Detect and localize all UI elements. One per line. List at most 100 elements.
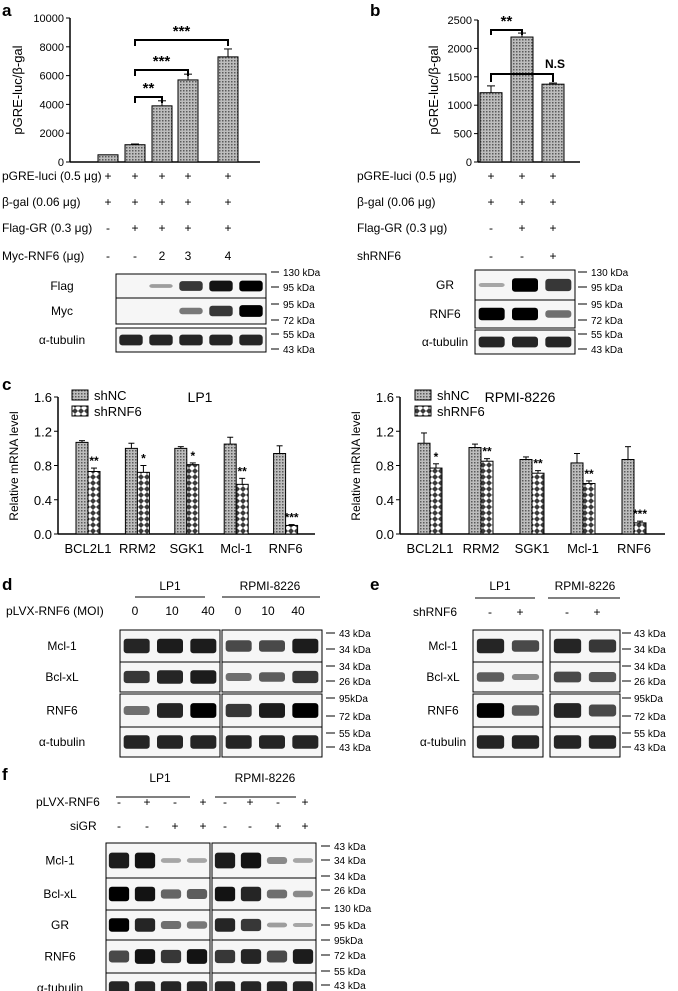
b-condition-label-1: β-gal (0.06 μg) (357, 195, 436, 209)
a-blot-2-band (179, 334, 203, 346)
f-blot-lp1-1-band (134, 886, 156, 902)
c-significance-label: *** (633, 507, 647, 521)
c-legend-label: shNC (437, 388, 470, 403)
d-blot-rpmi-1-band (292, 670, 319, 684)
a-significance-label: *** (153, 53, 171, 70)
c-y-tick-label: 1.2 (376, 424, 394, 439)
a-condition-label-2: Flag-GR (0.3 μg) (2, 221, 92, 235)
a-marker-label: 95 kDa (283, 283, 315, 294)
c-bar (480, 460, 494, 535)
a-y-tick-label: 10000 (33, 13, 64, 25)
b-y-tick-label: 1000 (448, 100, 472, 112)
a-blot-0-band (149, 284, 173, 288)
d-blot-lp1-1-band (157, 670, 183, 684)
f-blot-label-4: α-tubulin (37, 981, 83, 991)
f-marker-label: 95 kDa (334, 921, 366, 932)
c-bar (87, 470, 101, 535)
a-bar (151, 105, 173, 163)
b-blot-2-band (545, 336, 572, 348)
d-blot-lp1-3-band (157, 735, 183, 749)
a-significance-label: ** (143, 80, 155, 97)
f-blot-rpmi-4-band (214, 981, 236, 991)
e-marker-label: 95kDa (634, 694, 663, 705)
b-condition-mark: - (489, 249, 493, 263)
b-condition-mark: + (487, 169, 494, 183)
c-significance-label: ** (533, 457, 543, 471)
panel-letter-d: d (2, 575, 12, 594)
e-blot-rpmi-0-band (588, 639, 617, 653)
f-blot-rpmi-1-band (266, 889, 288, 899)
a-blot-1-band (209, 305, 233, 317)
f-blot-lp1-3-band (108, 950, 130, 963)
f-marker-label: 34 kDa (334, 872, 366, 883)
a-bar (124, 144, 146, 163)
f-blot-lp1-4-frame (105, 972, 211, 991)
c-significance-label: * (141, 452, 146, 466)
e-blot-lp1-0-band (476, 638, 505, 654)
d-marker-label: 43 kDa (339, 629, 371, 640)
a-condition-mark: 2 (159, 249, 166, 263)
d-marker-label: 34 kDa (339, 645, 371, 656)
c-legend-swatch (71, 389, 89, 401)
e-blot-rpmi-3-band (588, 735, 617, 749)
a-y-tick-label: 8000 (40, 42, 64, 54)
e-marker-label: 55 kDa (634, 729, 666, 740)
e-marker-label: 72 kDa (634, 712, 666, 723)
c-bar (417, 442, 431, 535)
e-mark: - (565, 605, 569, 619)
b-condition-mark: + (518, 221, 525, 235)
b-blot-label-1: RNF6 (429, 307, 461, 321)
f-blot-rpmi-1-band (292, 890, 314, 898)
b-bar (479, 92, 503, 163)
d-marker-label: 95kDa (339, 694, 368, 705)
c-y-label: Relative mRNA level (7, 411, 21, 520)
d-blot-rpmi-0-band (225, 640, 252, 652)
e-blot-lp1-0-band (511, 640, 540, 652)
c-bar (174, 447, 188, 535)
f-blot-rpmi-3-band (266, 950, 288, 963)
a-blot-2-band (239, 334, 263, 346)
a-blot-0-band (239, 280, 263, 292)
f-mark: - (145, 819, 149, 833)
c-y-tick-label: 1.2 (34, 424, 52, 439)
e-marker-label: 34 kDa (634, 645, 666, 656)
f-blot-rpmi-0-band (240, 852, 262, 869)
c-significance-label: ** (584, 467, 594, 481)
panel-letter-e: e (370, 575, 379, 594)
a-condition-mark: + (224, 169, 231, 183)
f-blot-rpmi-1-band (240, 886, 262, 902)
b-blot-2-band (478, 336, 505, 348)
e-blot-rpmi-1-band (588, 671, 617, 683)
c-bar (429, 467, 443, 535)
b-marker-label: 130 kDa (591, 268, 629, 279)
f-blot-rpmi-3-band (214, 949, 236, 964)
c-y-tick-label: 1.6 (376, 390, 394, 405)
e-mark: - (488, 605, 492, 619)
b-marker-label: 55 kDa (591, 330, 623, 341)
a-marker-label: 55 kDa (283, 330, 315, 341)
a-condition-mark: + (104, 195, 111, 209)
f-mark: + (301, 795, 308, 809)
e-mark: + (516, 605, 523, 619)
b-bar (541, 83, 565, 163)
f-blot-rpmi-1-band (214, 886, 236, 902)
b-condition-mark: - (520, 249, 524, 263)
e-marker-label: 26 kDa (634, 677, 666, 688)
d-dose-label: 40 (201, 604, 215, 618)
c-significance-label: * (190, 449, 195, 463)
f-marker-label: 34 kDa (334, 856, 366, 867)
d-dose-label: 40 (291, 604, 305, 618)
a-blot-label-0: Flag (50, 279, 73, 293)
d-blot-rpmi-3-band (259, 735, 285, 749)
f-mark: - (173, 795, 177, 809)
panel-letter-c: c (2, 375, 11, 394)
c-y-tick-label: 0.8 (34, 459, 52, 474)
f-blot-lp1-2-band (186, 921, 208, 929)
c-legend-swatch (414, 389, 432, 401)
f-blot-lp1-3-band (186, 949, 208, 964)
a-y-label: pGRE-luc/β-gal (10, 45, 25, 134)
f-blot-label-2: GR (51, 918, 69, 932)
a-condition-mark: - (133, 249, 137, 263)
f-blot-lp1-4-band (186, 981, 208, 991)
f-blot-lp1-2-band (108, 918, 130, 932)
